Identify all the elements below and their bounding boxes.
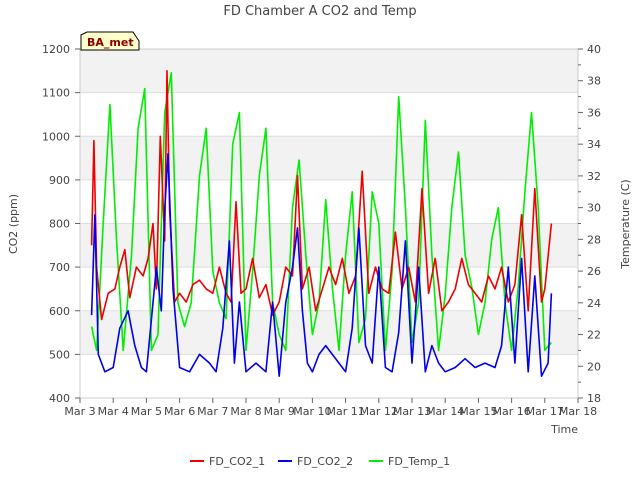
y2-tick-label: 18 xyxy=(587,392,601,405)
badge-label: BA_met xyxy=(87,36,134,49)
y-tick-label: 400 xyxy=(49,392,70,405)
x-tick-label: Mar 14 xyxy=(426,405,464,418)
x-tick-label: Mar 3 xyxy=(64,405,95,418)
y-tick-label: 1000 xyxy=(42,130,70,143)
x-tick-label: Mar 10 xyxy=(293,405,331,418)
y2-axis-label: Temperature (C) xyxy=(619,179,632,269)
legend-label: FD_CO2_2 xyxy=(297,455,353,468)
y2-tick-label: 32 xyxy=(587,170,601,183)
x-tick-label: Mar 9 xyxy=(264,405,295,418)
axes: 400 500 600 700 800 900 1000 1100 1200 18 20 22 24 26… xyxy=(42,43,601,418)
plot-band xyxy=(80,136,578,180)
legend-label: FD_Temp_1 xyxy=(388,455,450,468)
x-tick-label: Mar 7 xyxy=(197,405,228,418)
y2-tick-label: 34 xyxy=(587,138,601,151)
x-tick-label: Mar 6 xyxy=(164,405,195,418)
plot-bands xyxy=(80,49,578,355)
x-tick-label: Mar 17 xyxy=(526,405,564,418)
y-axis-label: CO2 (ppm) xyxy=(7,194,20,254)
series-layer xyxy=(90,70,553,378)
y-tick-label: 800 xyxy=(49,218,70,231)
series-line-fd-co2-2 xyxy=(90,152,553,378)
legend: FD_CO2_1 FD_CO2_2 FD_Temp_1 xyxy=(190,455,450,468)
x-tick-label: Mar 12 xyxy=(360,405,398,418)
badge-box xyxy=(80,31,140,51)
x-tick-label: Mar 11 xyxy=(326,405,364,418)
y2-tick-label: 40 xyxy=(587,43,601,56)
x-axis-label: Time xyxy=(550,423,578,436)
x-tick-label: Mar 18 xyxy=(559,405,597,418)
x-tick-label: Mar 8 xyxy=(230,405,261,418)
y2-tick-label: 28 xyxy=(587,233,601,246)
y2-tick-label: 38 xyxy=(587,75,601,88)
y2-tick-label: 36 xyxy=(587,106,601,119)
y2-tick-label: 26 xyxy=(587,265,601,278)
x-tick-label: Mar 5 xyxy=(131,405,162,418)
plot-band xyxy=(80,49,578,93)
y-tick-label: 900 xyxy=(49,174,70,187)
y2-tick-label: 20 xyxy=(587,360,601,373)
x-tick-label: Mar 13 xyxy=(393,405,431,418)
x-tick-label: Mar 16 xyxy=(492,405,530,418)
y2-tick-label: 30 xyxy=(587,202,601,215)
y2-tick-label: 22 xyxy=(587,329,601,342)
y2-tick-label: 24 xyxy=(587,297,601,310)
chart-title: FD Chamber A CO2 and Temp xyxy=(223,4,416,19)
y-tick-label: 600 xyxy=(49,305,70,318)
x-tick-label: Mar 4 xyxy=(98,405,129,418)
plot-band xyxy=(80,310,578,355)
y-tick-label: 500 xyxy=(49,348,70,361)
badge: BA_met xyxy=(80,31,140,51)
y-tick-label: 1100 xyxy=(42,87,70,100)
series-line-fd-co2-1 xyxy=(90,70,553,321)
x-tick-label: Mar 15 xyxy=(459,405,497,418)
y-tick-label: 700 xyxy=(49,261,70,274)
y-tick-label: 1200 xyxy=(42,43,70,56)
legend-label: FD_CO2_1 xyxy=(209,455,265,468)
